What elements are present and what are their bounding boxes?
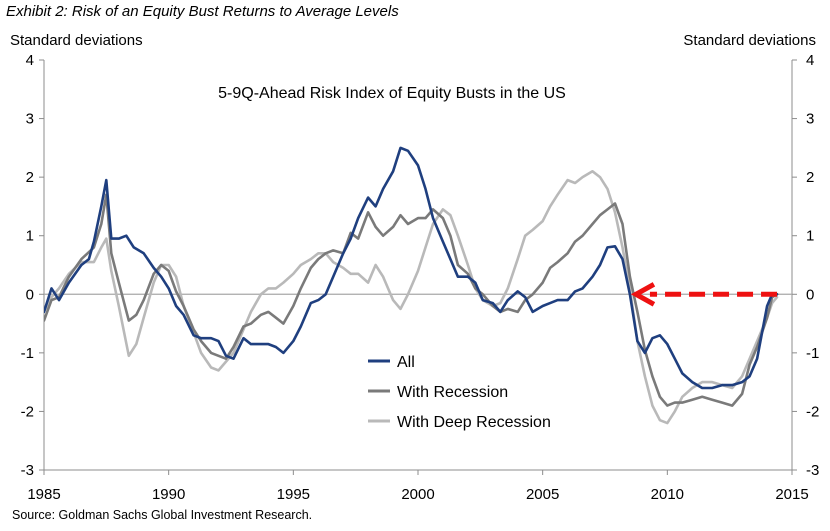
y-tick-label-right: -2 xyxy=(806,403,819,420)
left-axis-title: Standard deviations xyxy=(10,32,143,49)
chart-title: 5-9Q-Ahead Risk Index of Equity Busts in… xyxy=(218,85,566,102)
y-tick-label-left: -1 xyxy=(21,345,34,362)
series-line-deep xyxy=(44,170,779,425)
legend-label-deep: With Deep Recession xyxy=(397,414,551,431)
annotation-arrow-head xyxy=(630,282,656,307)
axes-group: -3 -3 -2 -2 -1 -1 0 0 1 1 2 2 3 3 4 4 1985 1990 1995 2000 20… xyxy=(21,52,820,503)
legend-label-all: All xyxy=(397,354,415,371)
exhibit-title: Exhibit 2: Risk of an Equity Bust Return… xyxy=(6,3,399,20)
x-tick-label: 1995 xyxy=(277,486,310,503)
y-tick-label-left: 0 xyxy=(26,286,34,303)
annotation-arrow-group xyxy=(630,282,778,307)
x-tick-label: 1990 xyxy=(152,486,185,503)
y-tick-label-left: 2 xyxy=(26,169,34,186)
x-tick-label: 2005 xyxy=(526,486,559,503)
legend-group: All With Recession With Deep Recession xyxy=(368,354,551,431)
y-tick-label-right: -1 xyxy=(806,345,819,362)
y-tick-label-right: 3 xyxy=(806,111,814,128)
x-tick-label: 2000 xyxy=(401,486,434,503)
y-tick-label-right: 0 xyxy=(806,286,814,303)
x-tick-label: 2010 xyxy=(651,486,684,503)
y-tick-label-left: -2 xyxy=(21,403,34,420)
y-tick-label-left: -3 xyxy=(21,462,34,479)
legend-label-recession: With Recession xyxy=(397,384,508,401)
series-line-all xyxy=(44,146,779,390)
y-tick-label-left: 3 xyxy=(26,111,34,128)
right-axis-title: Standard deviations xyxy=(683,32,816,49)
y-tick-label-left: 4 xyxy=(26,52,34,69)
x-tick-label: 1985 xyxy=(27,486,60,503)
y-tick-label-right: 1 xyxy=(806,228,814,245)
series-line-recession xyxy=(44,193,779,407)
y-tick-label-right: 4 xyxy=(806,52,814,69)
x-tick-label: 2015 xyxy=(775,486,808,503)
y-tick-label-right: -3 xyxy=(806,462,819,479)
series-group xyxy=(44,146,779,425)
y-tick-label-right: 2 xyxy=(806,169,814,186)
chart-title-group: 5-9Q-Ahead Risk Index of Equity Busts in… xyxy=(218,85,566,102)
source-note: Source: Goldman Sachs Global Investment … xyxy=(12,508,313,522)
y-tick-label-left: 1 xyxy=(26,228,34,245)
